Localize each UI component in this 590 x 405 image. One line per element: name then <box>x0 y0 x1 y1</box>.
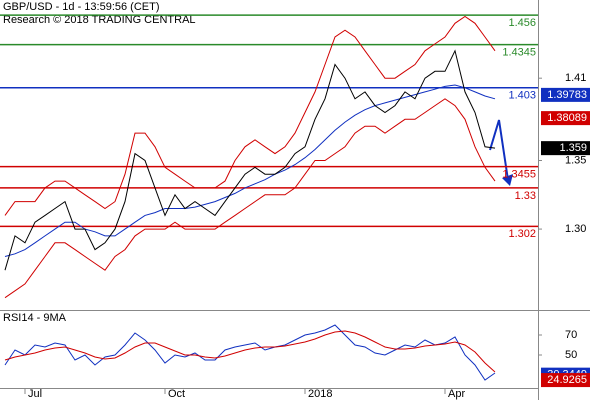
series-line <box>4 49 496 271</box>
forecast-arrow <box>489 119 509 181</box>
y-tick-label: 70 <box>565 329 577 341</box>
arrow-head <box>502 174 513 186</box>
level-label: 1.302 <box>508 228 536 240</box>
level-label: 1.3455 <box>502 169 536 181</box>
series-line <box>4 330 496 373</box>
series-line <box>4 324 496 381</box>
y-tick-label: 1.30 <box>565 223 586 235</box>
price-marker-label: 1.39783 <box>547 89 587 101</box>
price-marker-label: 1.359 <box>559 142 587 154</box>
y-tick-label: 50 <box>565 349 577 361</box>
level-label: 1.4345 <box>502 46 536 58</box>
price-marker <box>541 111 590 126</box>
x-tick-label: Oct <box>168 388 185 400</box>
price-marker <box>541 141 590 156</box>
y-tick-label: 1.35 <box>565 154 586 166</box>
series-line <box>4 15 496 216</box>
series-line <box>4 98 496 299</box>
x-tick-label: 2018 <box>308 388 332 400</box>
x-tick-label: Jul <box>28 388 42 400</box>
level-label: 1.456 <box>508 17 536 29</box>
price-marker-label: 24.9265 <box>547 374 587 386</box>
y-tick-label: 1.41 <box>565 72 586 84</box>
price-marker <box>541 373 590 388</box>
price-marker-label: 1.38089 <box>547 112 587 124</box>
level-label: 1.403 <box>508 90 536 102</box>
price-marker <box>541 87 590 102</box>
chart-subtitle: Research © 2018 TRADING CENTRAL <box>3 14 196 26</box>
chart-title: GBP/USD - 1d - 13:59:56 (CET) <box>3 1 160 13</box>
series-line <box>4 84 496 257</box>
level-label: 1.33 <box>515 190 536 202</box>
x-tick-label: Apr <box>448 388 465 400</box>
rsi-title: RSI14 - 9MA <box>3 312 67 324</box>
